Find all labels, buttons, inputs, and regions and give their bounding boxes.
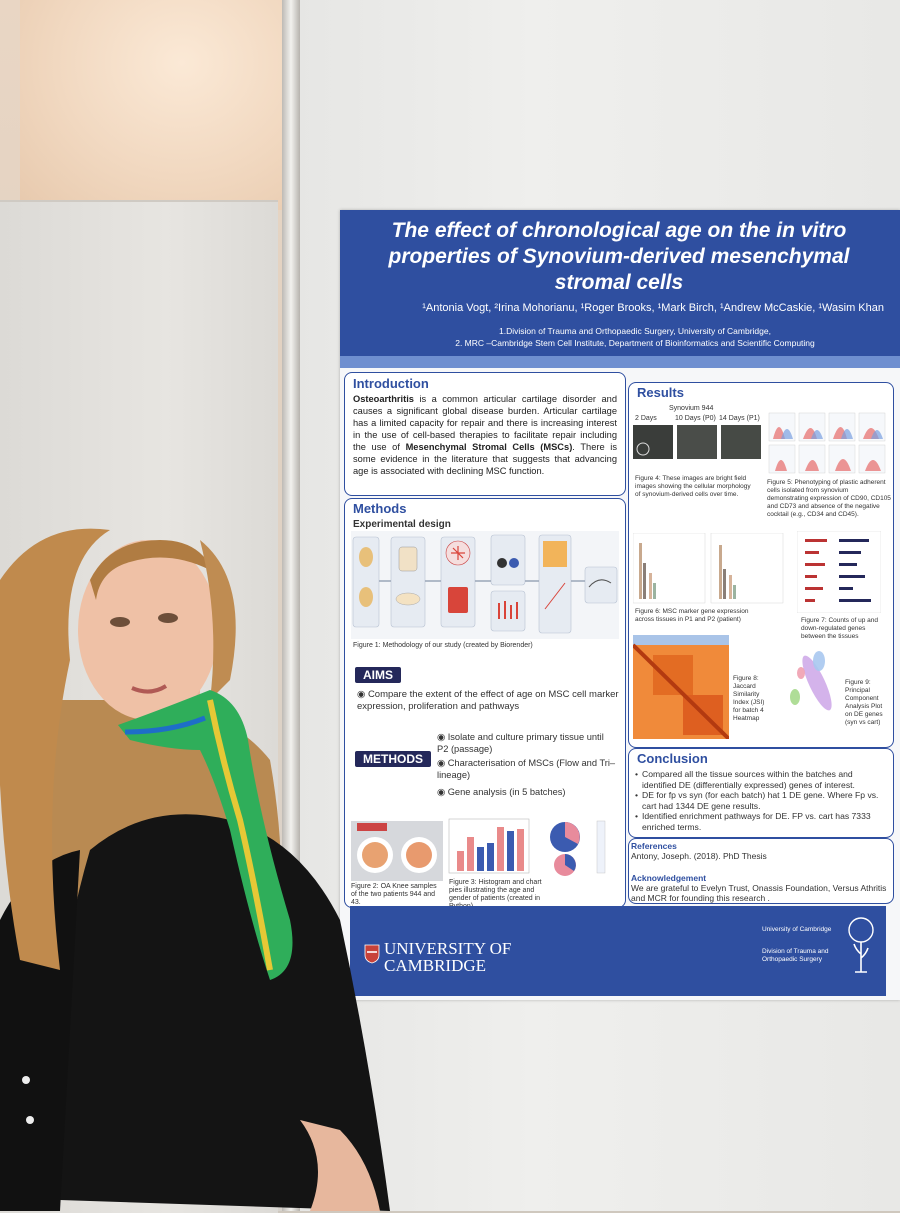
poster-footer: UNIVERSITY OF CAMBRIDGE University of Ca… bbox=[350, 906, 886, 996]
methods-list-item: ◉ Characterisation of MSCs (Flow and Tri… bbox=[437, 757, 617, 781]
right-hand bbox=[300, 1120, 380, 1211]
figure-2-image bbox=[351, 821, 443, 881]
presenter-person bbox=[0, 528, 391, 1211]
left-eye bbox=[110, 617, 130, 627]
methods-title: Methods bbox=[353, 501, 407, 516]
time-label-1: 2 Days bbox=[635, 415, 657, 422]
department-logo: University of Cambridge Division of Trau… bbox=[762, 926, 844, 964]
affiliation-1: 1.Division of Trauma and Orthopaedic Sur… bbox=[499, 326, 771, 336]
figure-9-caption: Figure 9: Principal Component Analysis P… bbox=[845, 679, 883, 726]
scarf-blue-pattern bbox=[124, 715, 206, 735]
figure-9-pca-plot bbox=[779, 647, 843, 733]
aims-text: ◉ Compare the extent of the effect of ag… bbox=[357, 689, 619, 713]
intro-bold-1: Osteoarthritis bbox=[353, 394, 414, 404]
time-label-2: 10 Days (P0) bbox=[675, 415, 716, 422]
figure-8-heatmap bbox=[633, 635, 729, 739]
university-logo: UNIVERSITY OF CAMBRIDGE bbox=[384, 940, 511, 974]
intro-bold-2: Mesenchymal Stromal Cells (MSCs) bbox=[405, 442, 573, 452]
references-section: References Antony, Joseph. (2018). PhD T… bbox=[628, 838, 894, 904]
introduction-title: Introduction bbox=[353, 376, 429, 391]
affiliation-2: 2. MRC –Cambridge Stem Cell Institute, D… bbox=[455, 338, 815, 348]
figure-1-caption: Figure 1: Methodology of our study (crea… bbox=[353, 642, 533, 649]
methods-item-2: Characterisation of MSCs (Flow and Tri–l… bbox=[437, 758, 616, 780]
bullet-icon: ◉ bbox=[437, 787, 448, 797]
figure-4-caption: Figure 4: These images are bright field … bbox=[635, 475, 751, 498]
figure-7-bar-chart bbox=[797, 531, 881, 613]
poster-title: The effect of chronological age on the i… bbox=[388, 219, 850, 294]
results-title: Results bbox=[637, 385, 684, 400]
black-outfit bbox=[54, 814, 391, 1211]
right-eye bbox=[158, 613, 178, 623]
introduction-section: Introduction Osteoarthritis is a common … bbox=[344, 372, 626, 496]
methods-label: METHODS bbox=[355, 751, 431, 767]
methods-list-item: ◉ Gene analysis (in 5 batches) bbox=[437, 786, 617, 798]
bullet-icon: ◉ bbox=[437, 758, 448, 768]
conclusion-section: Conclusion Compared all the tissue sourc… bbox=[628, 748, 894, 838]
figure-5-caption: Figure 5: Phenotyping of plastic adheren… bbox=[767, 479, 891, 518]
references-text: Antony, Joseph. (2018). PhD Thesis bbox=[631, 851, 767, 861]
hair-right-curls bbox=[200, 540, 236, 700]
tree-logo-icon bbox=[848, 917, 874, 973]
dept-line-1: University of Cambridge bbox=[762, 926, 832, 933]
hair-left-curls bbox=[0, 528, 110, 970]
acknowledgement-title: Acknowledgement bbox=[631, 873, 707, 883]
introduction-text: Osteoarthritis is a common articular car… bbox=[353, 393, 617, 477]
experimental-design-heading: Experimental design bbox=[353, 519, 451, 530]
cardigan-button bbox=[22, 1076, 30, 1084]
figure-6-caption: Figure 6: MSC marker gene expression acr… bbox=[635, 608, 749, 623]
acknowledgement-text: We are grateful to Evelyn Trust, Onassis… bbox=[631, 883, 887, 903]
figure-7-caption: Figure 7: Counts of up and down-regulate… bbox=[801, 617, 878, 640]
figure-4-image bbox=[633, 425, 761, 459]
bullet-icon: ◉ bbox=[437, 732, 448, 742]
workflow-figure bbox=[351, 531, 619, 639]
time-label-3: 14 Days (P1) bbox=[719, 415, 760, 422]
university-line-1: UNIVERSITY OF bbox=[384, 939, 512, 958]
figure-8-caption: Figure 8: Jaccard Similarity Index (JSI)… bbox=[733, 675, 765, 722]
references-title: References bbox=[631, 841, 677, 851]
bullet-icon: ◉ bbox=[357, 689, 368, 700]
conclusion-item: DE for fp vs syn (for each batch) hat 1 … bbox=[635, 790, 889, 811]
face bbox=[78, 540, 218, 720]
research-poster: The effect of chronological age on the i… bbox=[340, 210, 900, 1000]
wall-light bbox=[20, 0, 290, 210]
poster-header: The effect of chronological age on the i… bbox=[340, 210, 900, 368]
university-crest-icon bbox=[364, 944, 380, 964]
dept-line-2: Division of Trauma and Orthopaedic Surge… bbox=[762, 948, 829, 963]
cardigan-button bbox=[26, 1116, 34, 1124]
university-line-2: CAMBRIDGE bbox=[384, 956, 487, 975]
aims-label: AIMS bbox=[355, 667, 401, 683]
conclusion-item: Compared all the tissue sources within t… bbox=[635, 769, 889, 790]
lips bbox=[131, 684, 168, 694]
methods-item-3: Gene analysis (in 5 batches) bbox=[447, 787, 566, 797]
scarf-yellow-pattern bbox=[207, 699, 273, 971]
methods-item-1: Isolate and culture primary tissue until… bbox=[437, 732, 604, 754]
synovium-label: Synovium 944 bbox=[669, 405, 714, 412]
figure-2-caption: Figure 2: OA Knee samples of the two pat… bbox=[351, 883, 437, 906]
methods-section: Methods Experimental design Figure bbox=[344, 498, 626, 910]
figure-6-bar-charts bbox=[633, 533, 784, 604]
aims-text-content: Compare the extent of the effect of age … bbox=[357, 689, 619, 712]
green-scarf bbox=[118, 690, 293, 980]
conclusion-title: Conclusion bbox=[637, 751, 708, 766]
results-section: Results Synovium 944 2 Days 10 Days (P0)… bbox=[628, 382, 894, 748]
figure-3-image bbox=[448, 818, 606, 876]
header-strip bbox=[340, 356, 900, 368]
poster-authors: ¹Antonia Vogt, ²Irina Mohorianu, ¹Roger … bbox=[422, 302, 884, 314]
intro-text-1: is a common articular cartilage disorder… bbox=[353, 394, 617, 452]
methods-list-item: ◉ Isolate and culture primary tissue unt… bbox=[437, 731, 617, 755]
conclusion-list: Compared all the tissue sources within t… bbox=[635, 769, 889, 832]
intro-text-2: . There is some evidence in the literatu… bbox=[353, 442, 617, 476]
figure-5-flow-plots bbox=[767, 407, 889, 477]
hair-top bbox=[90, 540, 218, 600]
conclusion-item: Identified enrichment pathways for DE. F… bbox=[635, 811, 889, 832]
